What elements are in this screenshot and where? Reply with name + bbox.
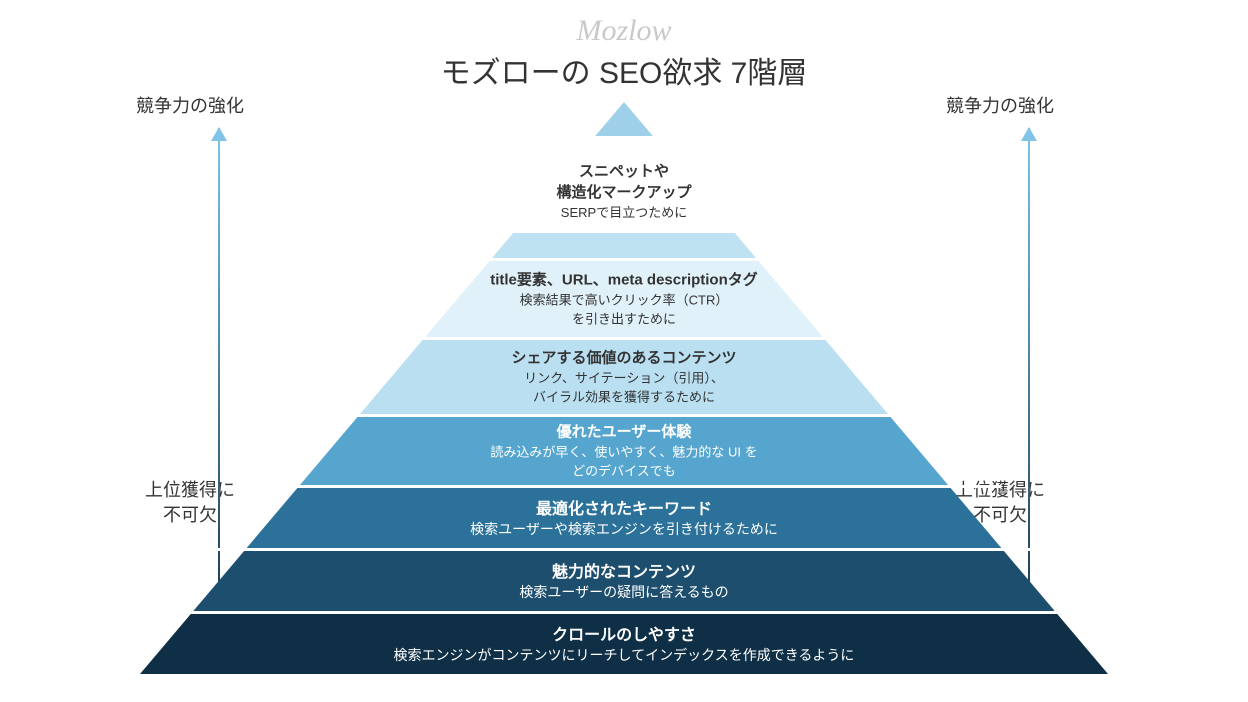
pyramid-layer-l5-text: 最適化されたキーワード検索ユーザーや検索エンジンを引き付けるために bbox=[247, 495, 1002, 539]
pyramid: クロールのしやすさ検索エンジンがコンテンツにリーチしてインデックスを作成できるよ… bbox=[120, 0, 1128, 702]
pyramid-layer-l3: シェアする価値のあるコンテンツリンク、サイテーション（引用）、バイラル効果を獲得… bbox=[360, 337, 888, 414]
pyramid-apex-text: スニペットや構造化マークアップSERPで目立つために bbox=[0, 160, 1248, 221]
pyramid-layer-l7: クロールのしやすさ検索エンジンがコンテンツにリーチしてインデックスを作成できるよ… bbox=[140, 611, 1108, 674]
pyramid-layer-l6: 魅力的なコンテンツ検索ユーザーの疑問に答えるもの bbox=[193, 548, 1054, 611]
pyramid-layer-l2-text: title要素、URL、meta descriptionタグ検索結果で高いクリッ… bbox=[425, 268, 823, 327]
pyramid-layer-l6-text: 魅力的なコンテンツ検索ユーザーの疑問に答えるもの bbox=[193, 558, 1054, 602]
pyramid-layer-l1 bbox=[492, 230, 756, 258]
pyramid-layer-l3-text: シェアする価値のあるコンテンツリンク、サイテーション（引用）、バイラル効果を獲得… bbox=[360, 346, 888, 405]
pyramid-tip bbox=[595, 102, 653, 136]
pyramid-layer-l2: title要素、URL、meta descriptionタグ検索結果で高いクリッ… bbox=[425, 258, 823, 337]
diagram-stage: { "header": { "script": "Mozlow", "title… bbox=[0, 0, 1248, 702]
pyramid-layer-l5: 最適化されたキーワード検索ユーザーや検索エンジンを引き付けるために bbox=[247, 485, 1002, 548]
pyramid-layer-l4: 優れたユーザー体験読み込みが早く、使いやすく、魅力的な UI をどのデバイスでも bbox=[300, 414, 948, 485]
pyramid-layer-l4-text: 優れたユーザー体験読み込みが早く、使いやすく、魅力的な UI をどのデバイスでも bbox=[300, 420, 948, 479]
pyramid-layer-l7-text: クロールのしやすさ検索エンジンがコンテンツにリーチしてインデックスを作成できるよ… bbox=[140, 621, 1108, 665]
